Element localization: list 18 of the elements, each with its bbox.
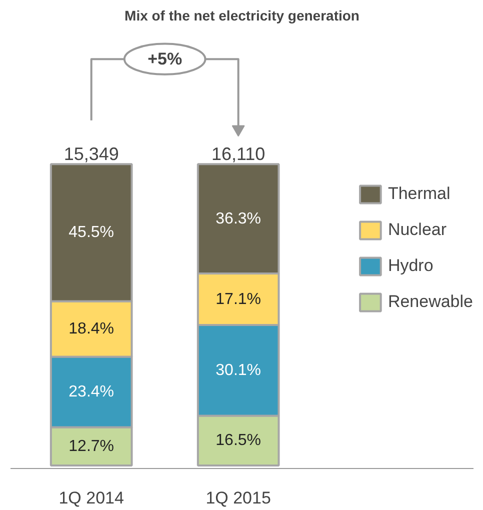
- legend-label: Hydro: [388, 256, 434, 276]
- x-tick-label: 1Q 2015: [206, 488, 271, 508]
- data-label: 17.1%: [216, 290, 262, 308]
- chart-title: Mix of the net electricity generation: [124, 8, 360, 24]
- data-label: 45.5%: [68, 224, 114, 242]
- data-label: 12.7%: [68, 438, 114, 455]
- legend-label: Nuclear: [388, 220, 447, 240]
- text: +5%: [148, 50, 182, 69]
- data-label: 18.4%: [68, 320, 114, 338]
- annotation: 16,110: [211, 144, 266, 164]
- data-label: 23.4%: [68, 383, 114, 400]
- legend-label: Renewable: [388, 292, 473, 312]
- data-label: 36.3%: [216, 210, 262, 228]
- x-tick-label: 1Q 2014: [58, 488, 124, 508]
- data-label: 30.1%: [216, 362, 262, 379]
- annotation: 15,349: [64, 144, 119, 164]
- legend-label: Thermal: [388, 184, 450, 204]
- data-label: 16.5%: [216, 432, 262, 450]
